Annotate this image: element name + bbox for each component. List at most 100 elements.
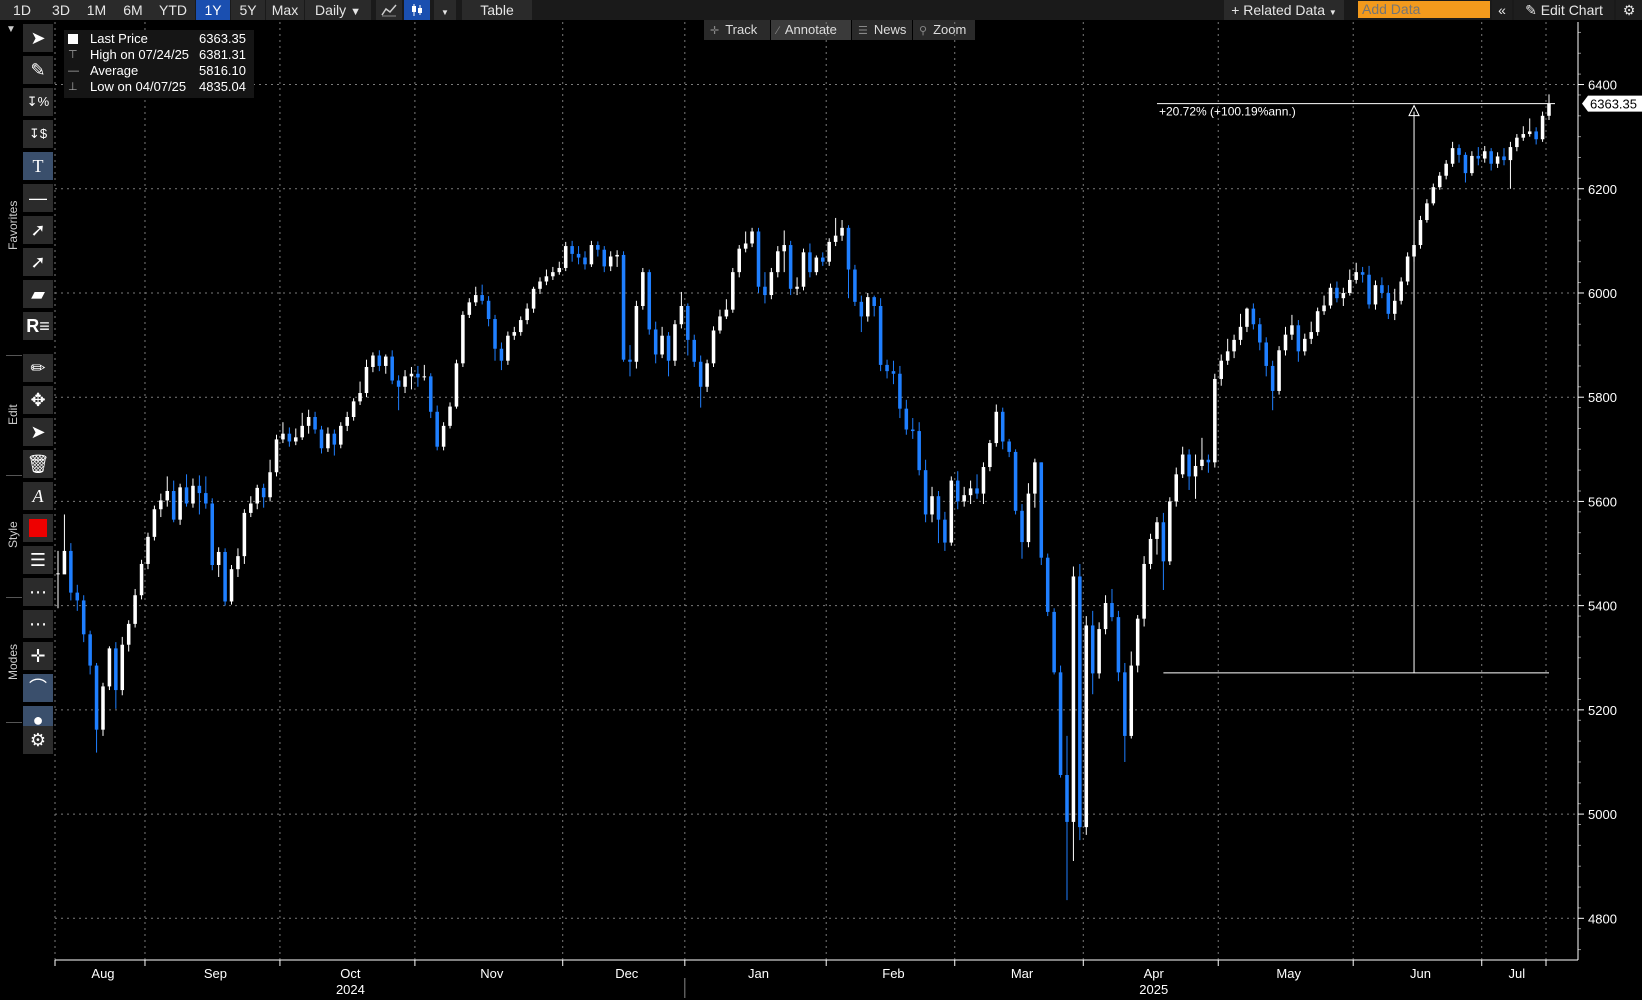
candle-body (641, 272, 645, 307)
gear-icon[interactable]: ⚙ (1616, 0, 1642, 20)
candle-body (1097, 629, 1101, 674)
trend-line-icon[interactable]: ➚ (23, 216, 53, 244)
legend-row-high[interactable]: ⊤ High on 07/24/25 6381.31 (64, 47, 254, 63)
candle-body (724, 309, 729, 317)
news-button[interactable]: ☰ News (852, 20, 912, 40)
legend-value: 6363.35 (199, 31, 246, 46)
legend-row-average[interactable]: — Average 5816.10 (64, 63, 254, 79)
period-3d-button[interactable]: 3D (44, 0, 78, 20)
candle-body (859, 301, 864, 317)
add-data-input[interactable] (1358, 1, 1490, 18)
candle-body (473, 295, 478, 303)
candle-body (1258, 324, 1262, 343)
candle-body (1534, 131, 1538, 140)
select-edit-icon[interactable]: ➤ (23, 418, 53, 446)
candle-body (1168, 501, 1172, 562)
high-marker-icon: ⊤ (68, 49, 78, 61)
period-1d-button[interactable]: 1D (0, 0, 44, 20)
legend-checkbox[interactable] (68, 31, 82, 49)
candle-body (152, 509, 157, 537)
dollar-change-icon[interactable]: ↧$ (23, 120, 53, 148)
chart-type-dropdown[interactable]: ▼ (434, 0, 456, 20)
line-weight-icon[interactable]: ☰ (23, 546, 53, 574)
candle-body (383, 356, 388, 366)
ray-line-icon[interactable]: ➚ (23, 248, 53, 276)
candle-body (1296, 325, 1301, 352)
candle-body (756, 231, 761, 287)
candle-body (917, 431, 921, 471)
magnet-icon[interactable]: ⌒ (23, 674, 53, 702)
candle-body (294, 437, 298, 442)
period-max-button[interactable]: Max (266, 0, 304, 20)
y-tick-label: 5600 (1588, 494, 1617, 509)
candle-body (339, 425, 343, 445)
percent-change-icon[interactable]: ↧% (23, 88, 53, 116)
pen-tool-icon[interactable]: ✎ (23, 56, 53, 84)
candle-body (326, 433, 330, 449)
candle-body (1425, 203, 1429, 221)
left-toolbar: ▼ ➤ ✎ Favorites ↧% ↧$ T — ➚ ➚ ▰ R≡ Edit … (0, 20, 55, 754)
table-button[interactable]: Table (462, 0, 532, 20)
annotate-button[interactable]: ∕ Annotate (771, 20, 851, 40)
move-icon[interactable]: ✥ (23, 386, 53, 414)
period-6m-button[interactable]: 6M (115, 0, 151, 20)
candle-body (930, 496, 934, 515)
average-marker-icon: — (68, 65, 79, 77)
candle-body (1090, 625, 1095, 674)
brush-icon[interactable]: ✏ (23, 354, 53, 382)
pointer-icon[interactable]: ➤ (23, 24, 53, 52)
x-tick-label: Aug (91, 966, 114, 981)
candle-body (795, 286, 799, 289)
settings-gear-icon[interactable]: ⚙ (23, 726, 53, 754)
candle-body (81, 600, 86, 635)
candle-body (711, 330, 716, 364)
line-chart-icon[interactable] (376, 0, 402, 20)
legend-row-last-price[interactable]: Last Price 6363.35 (64, 31, 254, 47)
related-data-button[interactable]: + Related Data ▼ (1224, 0, 1344, 20)
caret-down-icon: ▼ (350, 6, 361, 18)
dotted-line-icon[interactable]: ⋯ (23, 610, 53, 638)
crosshair-mode-icon[interactable]: ✛ (23, 642, 53, 670)
collapse-double-chevron-icon[interactable]: « (1492, 0, 1512, 20)
period-5y-button[interactable]: 5Y (231, 0, 265, 20)
legend-row-low[interactable]: ⊥ Low on 04/07/25 4835.04 (64, 79, 254, 95)
track-button[interactable]: ✛ Track (704, 20, 770, 40)
frequency-dropdown[interactable]: Daily ▼ (305, 0, 371, 20)
candlestick-chart-icon[interactable] (404, 0, 430, 20)
candle-body (1508, 147, 1513, 161)
candle-body (840, 227, 844, 236)
retracement-icon[interactable]: R≡ (23, 312, 53, 340)
line-style-icon[interactable]: ⋯ (23, 578, 53, 606)
candle-body (1502, 156, 1506, 161)
candle-body (647, 272, 652, 330)
channel-icon[interactable]: ▰ (23, 280, 53, 308)
trash-icon[interactable]: 🗑 (23, 450, 53, 478)
candle-body (846, 227, 851, 270)
edit-chart-button[interactable]: ✎ Edit Chart (1514, 0, 1614, 20)
rail-divider (6, 355, 22, 356)
font-style-icon[interactable]: A (23, 482, 53, 510)
candle-body (1020, 510, 1024, 543)
candle-body (512, 332, 517, 336)
candle-body (255, 487, 259, 504)
candle-body (666, 335, 671, 361)
candle-body (994, 411, 999, 444)
candle-body (1187, 454, 1191, 477)
period-1y-button[interactable]: 1Y (196, 0, 230, 20)
period-1m-button[interactable]: 1M (78, 0, 115, 20)
candle-body (428, 376, 433, 412)
candle-body (467, 302, 472, 315)
candle-body (943, 519, 947, 543)
candle-body (1457, 148, 1461, 155)
candle-body (1527, 131, 1532, 135)
zoom-button[interactable]: ⚲ Zoom (913, 20, 975, 40)
color-swatch-icon[interactable] (23, 514, 53, 542)
candle-body (159, 500, 163, 510)
text-tool-icon[interactable]: T (23, 152, 53, 180)
rail-collapse-icon[interactable]: ▼ (6, 24, 16, 35)
candle-body (1354, 272, 1358, 280)
candle-body (827, 241, 831, 262)
horizontal-line-icon[interactable]: — (23, 184, 53, 212)
period-ytd-button[interactable]: YTD (151, 0, 195, 20)
